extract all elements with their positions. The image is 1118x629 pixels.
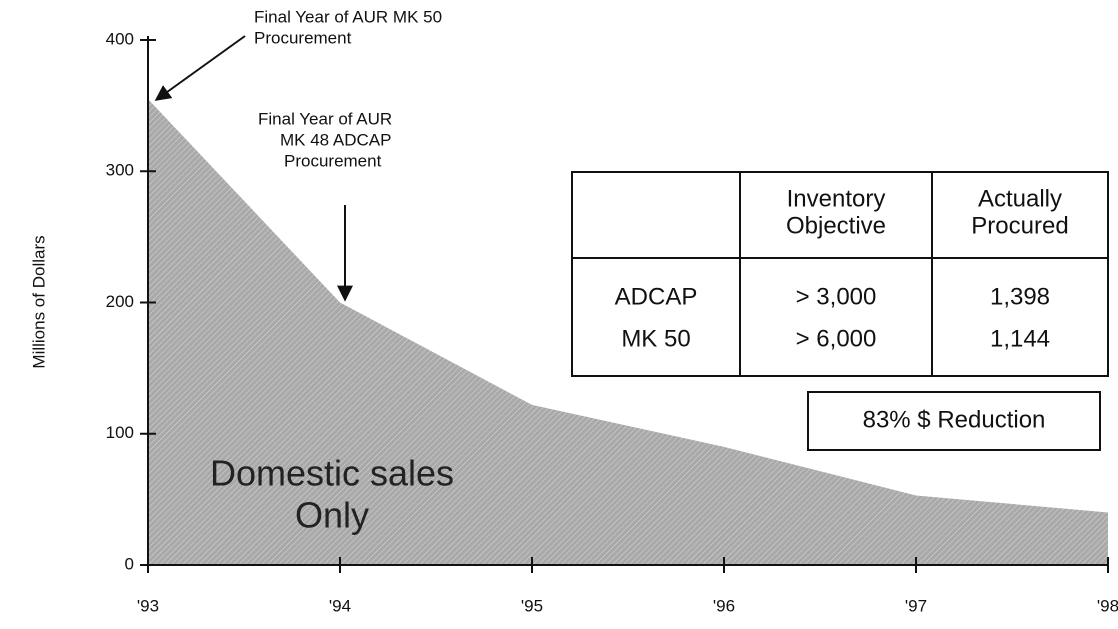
table-header: Objective <box>786 212 886 239</box>
y-tick-label: 300 <box>106 161 134 180</box>
table-cell: 1,144 <box>990 325 1050 352</box>
annotation: 83% $ Reduction <box>863 406 1046 433</box>
table-frame <box>571 171 1109 377</box>
annotation: Procurement <box>254 28 352 47</box>
x-tick-label: '93 <box>137 596 159 615</box>
annotation: Domestic sales <box>210 453 454 494</box>
y-tick-label: 400 <box>106 29 134 48</box>
table-cell: 1,398 <box>990 283 1050 310</box>
annotation: Procurement <box>284 151 382 170</box>
x-tick-label: '97 <box>905 596 927 615</box>
annotation: MK 48 ADCAP <box>280 130 392 149</box>
x-tick-label: '96 <box>713 596 735 615</box>
table-header: Procured <box>971 212 1068 239</box>
annotation-arrow <box>154 35 246 101</box>
area-texture <box>148 99 1108 565</box>
reduction-box <box>807 391 1101 451</box>
table-cell: MK 50 <box>621 325 690 352</box>
table-cell: > 3,000 <box>796 283 877 310</box>
x-tick-label: '98 <box>1097 596 1118 615</box>
annotation: Final Year of AUR MK 50 <box>254 7 442 26</box>
y-tick-label: 0 <box>125 554 134 573</box>
annotation: Only <box>295 495 369 536</box>
y-axis-label: Millions of Dollars <box>29 235 48 368</box>
y-tick-label: 100 <box>106 423 134 442</box>
table-cell: ADCAP <box>615 283 698 310</box>
x-tick-label: '95 <box>521 596 543 615</box>
table-header: Actually <box>978 185 1062 212</box>
table-cell: > 6,000 <box>796 325 877 352</box>
table-header: Inventory <box>787 185 886 212</box>
x-tick-label: '94 <box>329 596 351 615</box>
annotation: Final Year of AUR <box>258 109 392 128</box>
y-tick-label: 200 <box>106 292 134 311</box>
